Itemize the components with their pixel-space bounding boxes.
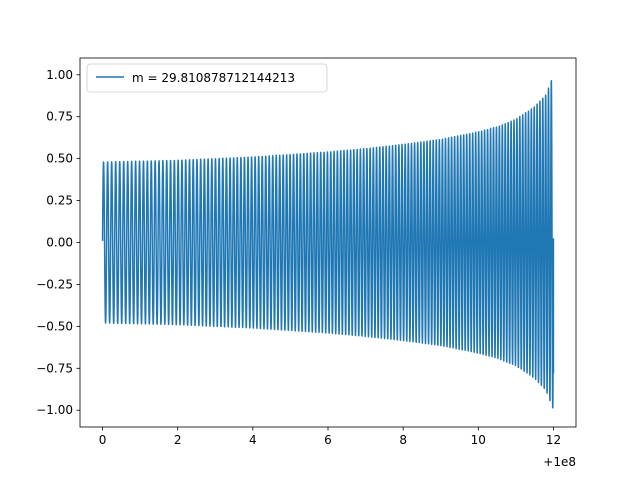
- x-tick-label: 8: [399, 433, 407, 447]
- x-tick-label: 10: [471, 433, 486, 447]
- legend-frame: [86, 63, 328, 93]
- x-axis: 0 2 4 6 8 10 12: [99, 427, 561, 447]
- series-line: [101, 80, 555, 409]
- y-tick-label: 1.00: [46, 68, 73, 82]
- y-tick-label: −0.25: [36, 277, 73, 291]
- y-tick-label: −1.00: [36, 403, 73, 417]
- x-tick-label: 0: [99, 433, 107, 447]
- x-tick-label: 6: [324, 433, 332, 447]
- legend: m = 29.810878712144213: [86, 63, 328, 93]
- x-tick-label: 4: [249, 433, 257, 447]
- y-tick-label: 0.00: [46, 236, 73, 250]
- x-tick-label: 12: [546, 433, 561, 447]
- legend-label: m = 29.810878712144213: [132, 71, 295, 85]
- y-tick-label: 0.75: [46, 110, 73, 124]
- y-axis: −1.00 −0.75 −0.50 −0.25 0.00 0.25 0.50 0.75 1.00: [36, 68, 80, 417]
- x-offset-text: +1e8: [543, 455, 576, 469]
- y-tick-label: 0.50: [46, 152, 73, 166]
- y-tick-label: −0.75: [36, 361, 73, 375]
- y-tick-label: −0.50: [36, 319, 73, 333]
- series-layer: [101, 80, 555, 409]
- y-tick-label: 0.25: [46, 194, 73, 208]
- x-tick-label: 2: [174, 433, 182, 447]
